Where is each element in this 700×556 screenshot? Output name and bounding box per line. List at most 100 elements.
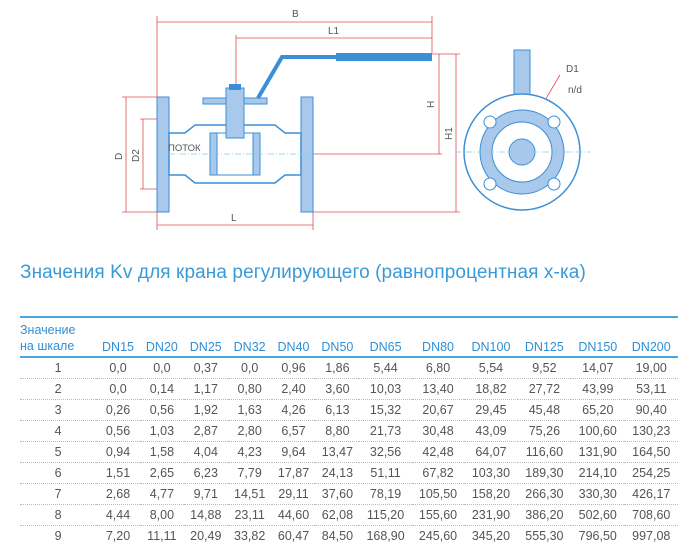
header-dn40: DN40: [277, 340, 310, 354]
kv-cell: 14,51: [227, 483, 272, 505]
kv-cell: 21,73: [359, 420, 412, 442]
label-nd: n/d: [568, 85, 582, 96]
kv-cell: 6,57: [271, 420, 316, 442]
kv-cell: 0,14: [139, 378, 184, 400]
kv-cell: 130,23: [624, 420, 678, 442]
kv-cell: 1,17: [183, 378, 228, 400]
kv-cell: 24,13: [315, 462, 360, 484]
header-dn100: DN100: [471, 340, 511, 354]
kv-cell: 386,20: [517, 504, 572, 526]
header-dn150: DN150: [578, 340, 618, 354]
kv-cell: 115,20: [359, 504, 412, 526]
kv-cell: 0,0: [139, 357, 184, 379]
kv-cell: 84,50: [321, 529, 354, 543]
kv-cell: 0,37: [183, 357, 228, 379]
kv-cell: 0,0: [96, 357, 140, 379]
kv-cell: 214,10: [571, 462, 625, 484]
kv-cell: 78,19: [359, 483, 412, 505]
kv-cell: 0,94: [96, 441, 140, 463]
kv-cell: 14,88: [183, 504, 228, 526]
label-flow: ПОТОК: [168, 143, 201, 154]
table-row: 6 1,51 2,65 6,23 7,79 17,87 24,13 51,11 67,82 103…: [20, 462, 678, 484]
kv-cell: 1,51: [96, 462, 140, 484]
kv-cell: 189,30: [517, 462, 572, 484]
kv-cell: 8,80: [315, 420, 360, 442]
kv-cell: 2,65: [139, 462, 184, 484]
scale-cell: 8: [20, 504, 97, 526]
kv-cell: 0,56: [96, 420, 140, 442]
label-L1: L1: [328, 26, 340, 37]
scale-cell: 2: [20, 378, 97, 400]
kv-cell: 4,26: [271, 399, 316, 421]
kv-cell: 254,25: [624, 462, 678, 484]
label-H: H: [426, 101, 437, 108]
kv-cell: 2,68: [96, 483, 140, 505]
kv-cell: 1,63: [227, 399, 272, 421]
kv-cell: 158,20: [464, 483, 518, 505]
kv-cell: 20,67: [411, 399, 465, 421]
kv-cell: 131,90: [571, 441, 625, 463]
kv-cell: 18,82: [464, 378, 518, 400]
label-D2: D2: [131, 149, 142, 162]
kv-cell: 0,96: [271, 357, 316, 379]
scale-cell: 4: [20, 420, 97, 442]
kv-cell: 67,82: [411, 462, 465, 484]
kv-cell: 1,92: [183, 399, 228, 421]
kv-cell: 2,87: [183, 420, 228, 442]
kv-cell: 13,47: [315, 441, 360, 463]
kv-cell: 4,04: [183, 441, 228, 463]
kv-cell: 32,56: [359, 441, 412, 463]
header-dn200: DN200: [631, 340, 671, 354]
scale-cell: 1: [20, 357, 97, 379]
kv-cell: 44,60: [271, 504, 316, 526]
kv-cell: 29,11: [271, 483, 316, 505]
kv-cell: 20,49: [190, 529, 222, 543]
kv-cell: 100,60: [571, 420, 625, 442]
kv-cell: 23,11: [227, 504, 272, 526]
kv-cell: 17,87: [271, 462, 316, 484]
kv-cell: 29,45: [464, 399, 518, 421]
kv-cell: 164,50: [624, 441, 678, 463]
kv-cell: 53,11: [624, 378, 678, 400]
kv-cell: 6,23: [183, 462, 228, 484]
kv-cell: 19,00: [624, 357, 678, 379]
kv-cell: 33,82: [234, 529, 266, 543]
kv-cell: 10,03: [359, 378, 412, 400]
kv-cell: 43,99: [571, 378, 625, 400]
kv-cell: 42,48: [411, 441, 465, 463]
kv-cell: 6,80: [411, 357, 465, 379]
kv-table: Значение на шкале DN15 DN20 DN25 DN32 DN40 DN5…: [20, 316, 678, 546]
kv-cell: 0,26: [96, 399, 140, 421]
front-view: [455, 49, 590, 211]
kv-cell: 1,86: [315, 357, 360, 379]
kv-cell: 0,0: [96, 378, 140, 400]
label-B: B: [292, 9, 299, 20]
kv-cell: 0,80: [227, 378, 272, 400]
kv-cell: 103,30: [464, 462, 518, 484]
kv-cell: 708,60: [624, 504, 678, 526]
kv-cell: 60,47: [277, 529, 310, 543]
kv-cell: 9,52: [517, 357, 572, 379]
kv-cell: 65,20: [571, 399, 625, 421]
kv-cell: 266,30: [517, 483, 572, 505]
kv-cell: 9,64: [271, 441, 316, 463]
kv-cell: 345,20: [471, 529, 511, 543]
kv-cell: 64,07: [464, 441, 518, 463]
kv-cell: 105,50: [411, 483, 465, 505]
kv-cell: 6,13: [315, 399, 360, 421]
kv-cell: 796,50: [578, 529, 617, 543]
kv-cell: 2,80: [227, 420, 272, 442]
kv-cell: 155,60: [411, 504, 465, 526]
table-row: 3 0,26 0,56 1,92 1,63 4,26 6,13 15,32 20,67 29,45…: [20, 399, 678, 421]
scale-cell: 6: [20, 462, 97, 484]
kv-cell: 45,48: [517, 399, 572, 421]
header-dn125: DN125: [524, 340, 564, 354]
kv-cell: 62,08: [315, 504, 360, 526]
header-scale-line2: на шкале: [20, 339, 75, 353]
kv-cell: 4,44: [96, 504, 140, 526]
header-scale: Значение на шкале: [20, 317, 96, 357]
table-row: 1 0,0 0,0 0,37 0,0 0,96 1,86 5,44 6,80 5,54 9,52 14…: [20, 357, 678, 379]
kv-cell: 5,44: [359, 357, 412, 379]
header-scale-line1: Значение: [20, 323, 76, 337]
scale-cell: 7: [20, 483, 97, 505]
